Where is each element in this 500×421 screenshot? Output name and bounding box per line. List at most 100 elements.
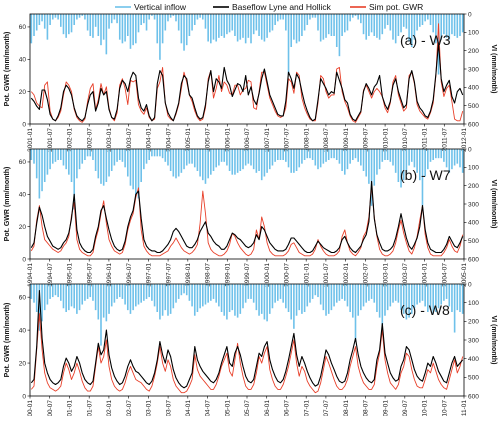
vi-bar: [154, 14, 156, 20]
vi-bar: [44, 149, 46, 182]
vi-bar: [92, 284, 94, 301]
vi-bar: [167, 284, 169, 316]
x-tick-label: 2002-01: [67, 128, 74, 152]
vi-bar: [132, 284, 134, 310]
vi-bar: [135, 14, 137, 43]
y-right-tick-label: 100: [468, 300, 479, 307]
vi-bar: [170, 149, 172, 171]
x-tick-label: 2008-07: [363, 400, 370, 416]
vi-bar: [167, 149, 169, 166]
vi-bar: [164, 14, 166, 31]
vi-bar: [438, 149, 440, 158]
vi-bar: [47, 149, 49, 175]
x-tick-label: 2007-01: [303, 400, 310, 416]
vi-bar: [392, 284, 394, 303]
vi-bar: [430, 149, 432, 162]
vi-bar: [395, 149, 397, 173]
vi-bar: [422, 14, 424, 25]
vi-bar: [432, 14, 434, 32]
vi-bar: [285, 149, 287, 162]
vi-bar: [349, 149, 351, 164]
baseflow-line: [31, 43, 462, 121]
vi-bar: [272, 284, 274, 308]
vi-bar: [290, 149, 292, 173]
y-left-tick-label: 20: [19, 224, 27, 231]
vi-bar: [341, 149, 343, 171]
vi-bar: [108, 284, 110, 314]
vi-bar: [135, 149, 137, 195]
vi-bar: [132, 14, 134, 45]
vi-bar: [221, 284, 223, 312]
vi-bar: [119, 14, 121, 40]
vi-bar: [84, 14, 86, 20]
vi-bar: [277, 149, 279, 160]
vi-bar: [49, 149, 51, 169]
vi-bar: [65, 14, 67, 38]
vi-bar: [390, 284, 392, 306]
vi-bar: [68, 149, 70, 175]
vi-bar: [296, 284, 298, 316]
x-tick-label: 2011-01: [461, 400, 468, 416]
vi-bar: [416, 14, 418, 31]
x-tick-label: 2003-07: [165, 400, 172, 416]
vi-bar: [320, 14, 322, 42]
x-tick-label: 2006-07: [244, 128, 251, 152]
vi-bar: [357, 14, 359, 20]
x-tick-label: 2000-01: [264, 263, 271, 287]
vi-bar: [111, 284, 113, 306]
y-right-tick-label: 300: [468, 66, 479, 73]
vi-bar: [218, 284, 220, 306]
vi-bar: [317, 149, 319, 169]
vi-bar: [387, 284, 389, 310]
vi-bar: [323, 284, 325, 310]
vi-bar: [368, 284, 370, 301]
x-tick-label: 2004-01: [422, 263, 429, 287]
panel-label: (a) - W3: [400, 32, 451, 48]
vi-bar: [306, 14, 308, 25]
vi-bar: [191, 284, 193, 306]
vi-bar: [240, 14, 242, 40]
vi-bar: [315, 284, 317, 295]
vi-bar: [277, 14, 279, 21]
vi-bar: [331, 149, 333, 158]
vi-bar: [207, 284, 209, 303]
vi-bar: [237, 284, 239, 318]
x-tick-label: 2006-01: [264, 400, 271, 416]
vi-bar: [140, 14, 142, 25]
vi-bar: [457, 149, 459, 164]
vi-bar: [175, 284, 177, 303]
x-tick-label: 2002-01: [106, 400, 113, 416]
vi-bar: [116, 149, 118, 162]
vi-bar: [390, 149, 392, 162]
vi-bar: [301, 14, 303, 36]
vi-bar: [181, 149, 183, 173]
vi-bar: [52, 14, 54, 20]
vi-bar: [73, 14, 75, 25]
x-tick-label: 2005-07: [244, 400, 251, 416]
vi-bar: [130, 14, 132, 49]
vi-bar: [52, 149, 54, 164]
vi-bar: [457, 14, 459, 38]
vi-bar: [454, 149, 456, 166]
vi-bar: [199, 14, 201, 18]
vi-bar: [130, 149, 132, 186]
vi-bar: [272, 14, 274, 31]
panel-label: (c) - W8: [400, 302, 450, 318]
vi-bar: [347, 149, 349, 169]
vi-bar: [242, 149, 244, 169]
vi-bar: [381, 149, 383, 162]
vi-bar: [119, 284, 121, 297]
vi-bar: [373, 14, 375, 36]
y-left-tick-label: 0: [22, 393, 26, 400]
vi-bar: [400, 14, 402, 32]
vi-bar: [312, 149, 314, 160]
x-tick-label: 2008-01: [343, 400, 350, 416]
vi-bar: [98, 14, 100, 36]
vi-bar: [274, 14, 276, 25]
y-left-axis-title: Pot. GWR (mm/month): [4, 32, 11, 107]
vi-bar: [459, 284, 461, 312]
vi-bar: [395, 14, 397, 43]
vi-bar: [440, 149, 442, 158]
vi-bar: [320, 284, 322, 305]
vi-bar: [122, 284, 124, 299]
